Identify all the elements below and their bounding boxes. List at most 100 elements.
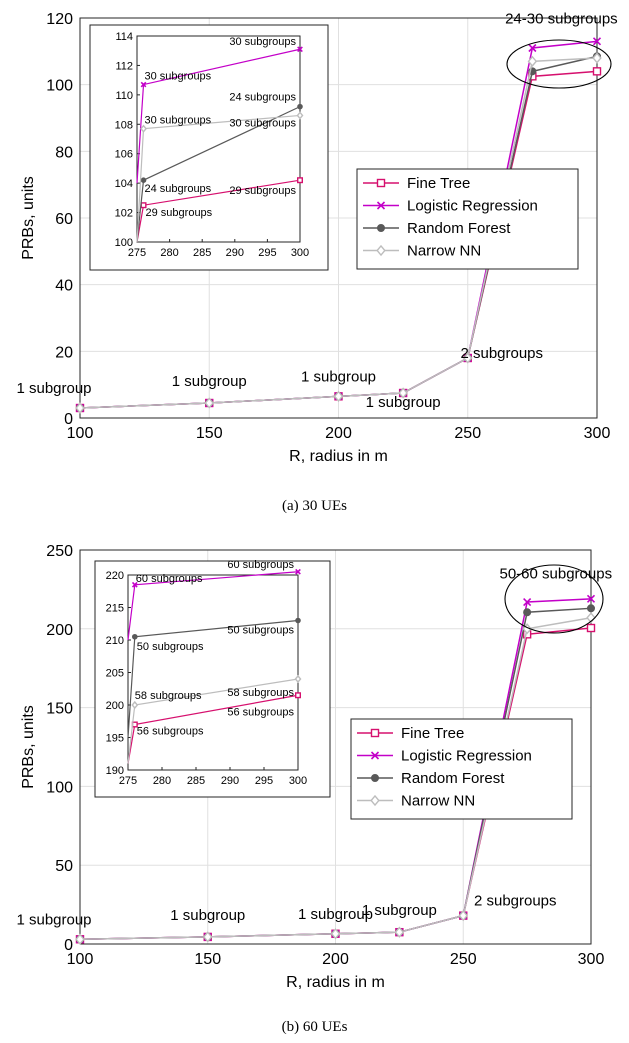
diamond-marker [527, 55, 538, 67]
y-tick-label: 80 [55, 144, 73, 161]
legend-label: Fine Tree [407, 175, 470, 192]
diamond-marker [376, 244, 386, 257]
inset-annotation-label: 29 subgroups [229, 185, 296, 197]
annotation-label: 2 subgroups [474, 893, 557, 910]
inset-y-tick-label: 205 [106, 668, 124, 680]
diamond-marker [458, 909, 469, 922]
diamond-marker [333, 390, 344, 402]
inset-y-tick-label: 110 [115, 90, 133, 102]
inset-x-tick-label: 295 [258, 247, 276, 259]
x-marker-stroke [295, 568, 301, 575]
inset-y-tick-label: 215 [106, 603, 124, 615]
diamond-marker [462, 352, 473, 364]
square-marker [295, 692, 302, 699]
x-tick-label: 150 [194, 951, 221, 968]
inset-y-tick-label: 100 [115, 237, 133, 249]
x-marker [376, 201, 386, 210]
x-marker-stroke [131, 581, 138, 588]
y-tick-label: 50 [55, 858, 73, 875]
legend-box [356, 168, 579, 270]
cluster-ellipse [504, 564, 604, 634]
circle-marker [371, 774, 379, 782]
legend-label: Fine Tree [401, 725, 464, 742]
inset-annotation-label: 60 subgroups [227, 559, 294, 571]
legend-label: Narrow NN [401, 793, 475, 810]
inset-y-tick-label: 210 [106, 635, 124, 647]
inset-y-tick-label: 106 [115, 149, 133, 161]
square-marker [370, 728, 380, 738]
legend: Fine Tree Logistic Regression Random Fores… [350, 718, 573, 820]
annotation-label: 2 subgroups [460, 345, 543, 362]
legend-label: Random Forest [401, 770, 505, 787]
inset-x-tick-label: 275 [128, 247, 146, 259]
square-marker [592, 67, 602, 76]
circle-marker [295, 617, 301, 624]
inset-y-tick-label: 195 [106, 733, 124, 745]
legend-label: Narrow NN [407, 243, 481, 260]
square-marker [586, 623, 596, 633]
y-axis-label: PRBs, units [20, 176, 37, 260]
x-marker [370, 751, 380, 760]
x-tick-label: 300 [578, 951, 605, 968]
x-axis-label: R, radius in m [289, 448, 388, 465]
x-marker-stroke [297, 46, 303, 53]
annotation-label: 1 subgroup [298, 906, 373, 923]
inset-x-tick-label: 300 [289, 775, 307, 787]
inset-frame [94, 560, 331, 798]
diamond-marker [370, 794, 380, 807]
plot-area [79, 549, 592, 945]
legend-label: Logistic Regression [407, 198, 538, 215]
circle-marker [523, 608, 532, 617]
square-marker [376, 178, 386, 188]
y-tick-label: 40 [55, 278, 73, 295]
annotation-label: 1 subgroup [16, 380, 91, 397]
x-marker-stroke [592, 37, 602, 46]
inset-annotation-label: 30 subgroups [145, 115, 212, 127]
x-tick-label: 250 [450, 951, 477, 968]
x-marker-stroke [523, 597, 532, 607]
y-tick-label: 200 [46, 622, 73, 639]
inset-annotation-label: 58 subgroups [227, 687, 294, 699]
diamond-marker [75, 933, 85, 945]
diamond-marker [140, 124, 147, 133]
diamond-marker [592, 52, 602, 64]
inset-annotation-label: 58 subgroups [135, 690, 202, 702]
x-marker-stroke [376, 201, 386, 210]
inset-x-tick-label: 295 [255, 775, 273, 787]
x-marker [523, 597, 532, 607]
annotation-label: 1 subgroup [16, 911, 91, 928]
annotation-label: 1 subgroup [170, 907, 245, 924]
annotation-label: 1 subgroup [301, 368, 376, 385]
y-tick-label: 150 [46, 701, 73, 718]
y-tick-label: 100 [46, 78, 73, 95]
x-marker-stroke [528, 43, 537, 53]
inset-annotation-label: 24 subgroups [145, 183, 212, 195]
inset-annotation-label: 30 subgroups [229, 36, 296, 48]
inset-annotation-label: 60 subgroups [136, 573, 203, 585]
y-axis-label: PRBs, units [20, 705, 37, 789]
diamond-marker [202, 931, 213, 943]
inset-plot-area [136, 35, 301, 243]
x-marker [297, 46, 303, 53]
circle-marker [140, 177, 147, 183]
circle-marker [297, 103, 303, 110]
diamond-marker [75, 402, 85, 414]
x-marker-stroke [140, 81, 147, 88]
x-tick-label: 200 [325, 425, 352, 442]
x-tick-label: 150 [196, 425, 223, 442]
inset-y-tick-label: 104 [115, 178, 133, 190]
y-tick-label: 20 [55, 344, 73, 361]
annotation-label: 1 subgroup [366, 394, 441, 411]
chart-a: 100 150 200 250 300 0 20 40 60 80 100 120 R, radius … [16, 11, 617, 465]
x-tick-label: 250 [454, 425, 481, 442]
inset-chart: 275 280 285 290 295 300 100 102 104 106 108 110 112 1… [89, 24, 329, 271]
circle-marker [132, 633, 138, 640]
x-tick-label: 200 [322, 951, 349, 968]
chart-b: 100 150 200 250 300 0 50 100 150 200 250 R, radius … [16, 543, 612, 991]
legend-label: Logistic Regression [401, 748, 532, 765]
inset-annotation-label: 50 subgroups [137, 641, 204, 653]
inset-annotation-label: 29 subgroups [146, 207, 213, 219]
inset-annotation-label: 56 subgroups [137, 726, 204, 738]
x-tick-label: 100 [67, 425, 94, 442]
